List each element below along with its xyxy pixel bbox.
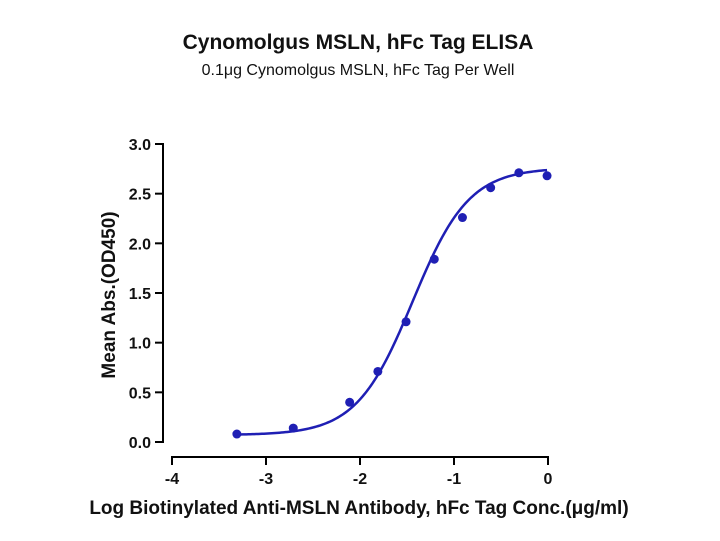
data-point	[288, 423, 298, 433]
chart-subtitle: 0.1μg Cynomolgus MSLN, hFc Tag Per Well	[202, 62, 515, 79]
data-point	[373, 366, 383, 376]
data-point	[486, 183, 496, 193]
data-point	[542, 171, 552, 181]
x-tick-label: -4	[165, 471, 179, 488]
y-tick-label: 1.0	[129, 336, 151, 353]
x-tick-label: -3	[259, 471, 273, 488]
y-tick-label: 3.0	[129, 137, 151, 154]
data-point	[345, 397, 355, 407]
y-axis: 0.0 0.5 1.0 1.5 2.0 2.5 3.0	[129, 137, 164, 452]
chart-title: Cynomolgus MSLN, hFc Tag ELISA	[183, 31, 534, 54]
x-axis: -4 -3 -2 -1 0	[165, 456, 553, 488]
data-point	[429, 254, 439, 264]
x-tick-label: -1	[447, 471, 461, 488]
y-axis-label: Mean Abs.(OD450)	[99, 211, 120, 378]
fit-curve	[236, 168, 548, 436]
data-point	[514, 168, 524, 178]
data-point	[457, 213, 467, 223]
plot-area	[232, 168, 552, 439]
data-point	[401, 317, 411, 327]
x-tick-label: 0	[544, 471, 553, 488]
y-tick-label: 2.5	[129, 187, 151, 204]
data-point	[232, 429, 242, 439]
y-tick-label: 0.5	[129, 385, 151, 402]
x-axis-label: Log Biotinylated Anti-MSLN Antibody, hFc…	[89, 498, 628, 519]
y-tick-label: 2.0	[129, 236, 151, 253]
y-tick-label: 1.5	[129, 286, 151, 303]
y-tick-label: 0.0	[129, 435, 151, 452]
x-tick-label: -2	[353, 471, 367, 488]
